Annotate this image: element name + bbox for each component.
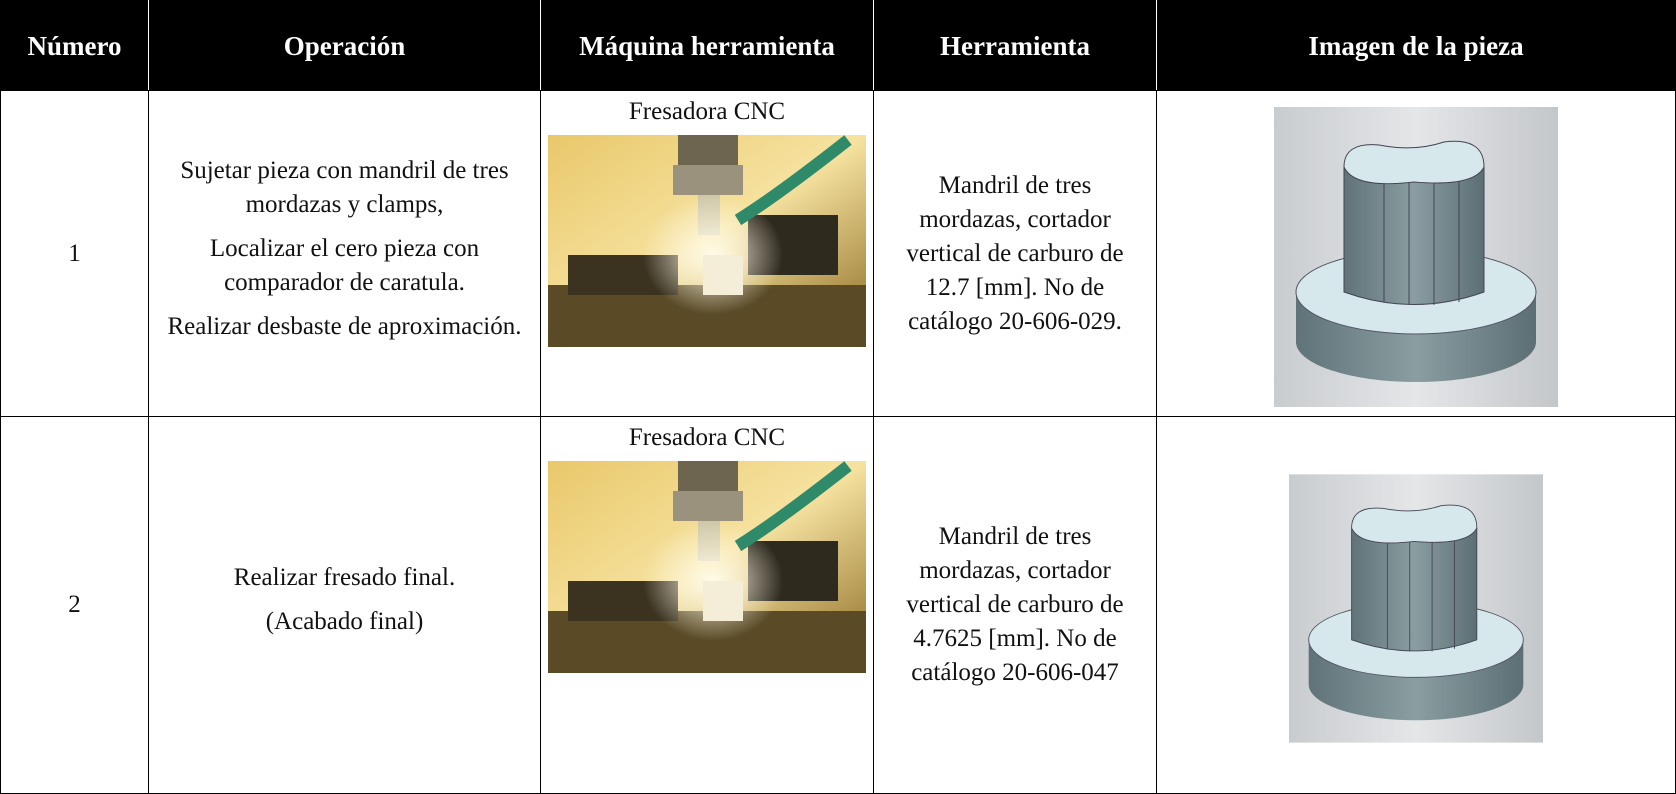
header-cell: Herramienta	[873, 0, 1157, 91]
number-cell: 1	[0, 90, 149, 417]
part-image	[1289, 473, 1543, 743]
part-image	[1274, 106, 1558, 407]
machine-image	[548, 135, 866, 347]
machine-name: Fresadora CNC	[628, 98, 786, 125]
header-cell: Número	[0, 0, 149, 91]
tool-text: Mandril de tres mordazas, cortador verti…	[906, 171, 1137, 335]
header-row: Número Operación Máquina herramienta Her…	[0, 0, 1676, 91]
header-cell: Imagen de la pieza	[1156, 0, 1676, 91]
part-image-cell	[1156, 90, 1676, 417]
table-row: 2 Realizar fresado final. (Acabado final) F…	[0, 416, 1676, 794]
tool-text: Mandril de tres mordazas, cortador verti…	[906, 523, 1137, 686]
operation-text: Realizar desbaste de aproximación.	[167, 312, 522, 340]
header-cell: Operación	[148, 0, 541, 91]
table-body: 1 Sujetar pieza con mandril de tres morda…	[0, 90, 1676, 794]
operation-cell: Realizar fresado final. (Acabado final)	[148, 416, 541, 794]
operation-text: Localizar el cero pieza con comparador d…	[209, 234, 480, 296]
header-cell: Máquina herramienta	[540, 0, 874, 91]
tool-cell: Mandril de tres mordazas, cortador verti…	[873, 416, 1157, 794]
number-cell: 2	[0, 416, 149, 794]
table-row: 1 Sujetar pieza con mandril de tres morda…	[0, 90, 1676, 417]
machine-cell: Fresadora CNC	[540, 416, 874, 794]
machine-image	[548, 461, 866, 673]
operation-cell: Sujetar pieza con mandril de tres mordaz…	[148, 90, 541, 417]
operation-text: (Acabado final)	[265, 608, 424, 635]
tool-cell: Mandril de tres mordazas, cortador verti…	[873, 90, 1157, 417]
operation-text: Sujetar pieza con mandril de tres mordaz…	[180, 156, 509, 218]
operation-text: Realizar fresado final.	[233, 564, 456, 591]
machine-cell: Fresadora CNC	[540, 90, 874, 417]
machine-name: Fresadora CNC	[628, 424, 786, 451]
part-image-cell	[1156, 416, 1676, 794]
